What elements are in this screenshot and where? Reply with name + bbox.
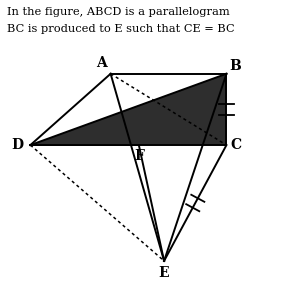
Text: C: C: [231, 138, 242, 152]
Text: A: A: [96, 56, 107, 70]
Text: E: E: [159, 266, 170, 280]
Text: F: F: [134, 149, 144, 163]
Text: B: B: [229, 59, 241, 73]
Text: BC is produced to E such that CE = BC: BC is produced to E such that CE = BC: [7, 24, 234, 34]
Polygon shape: [30, 74, 226, 145]
Text: In the figure, ABCD is a parallelogram: In the figure, ABCD is a parallelogram: [7, 7, 229, 17]
Text: D: D: [11, 138, 23, 152]
